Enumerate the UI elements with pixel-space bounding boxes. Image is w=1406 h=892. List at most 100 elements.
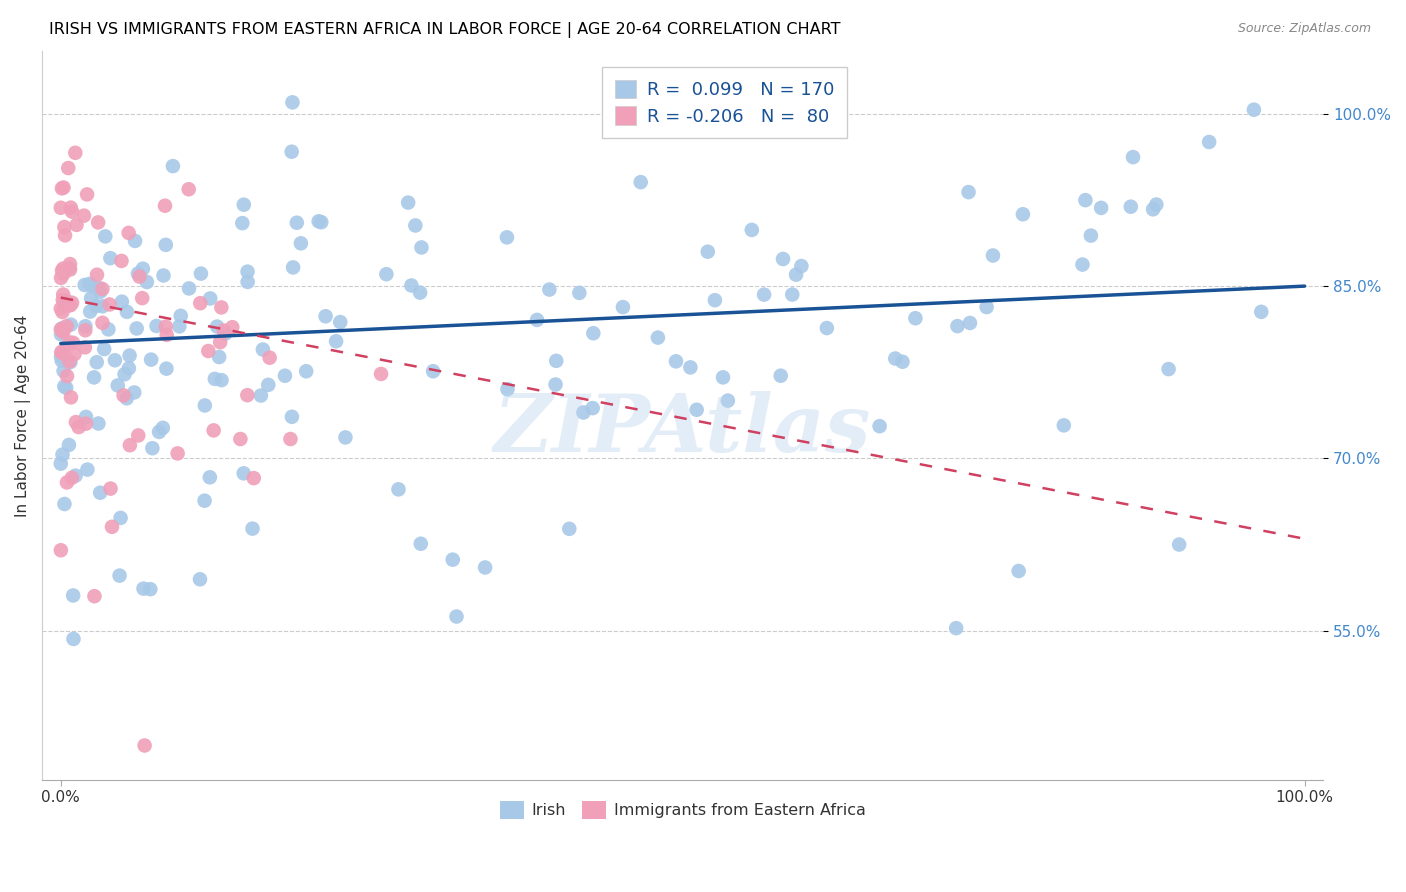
Point xyxy=(884,351,907,366)
Point xyxy=(538,283,561,297)
Point xyxy=(250,388,273,402)
Point xyxy=(703,293,725,308)
Point xyxy=(232,467,254,481)
Point xyxy=(568,285,591,300)
Point xyxy=(56,369,79,384)
Point xyxy=(60,471,83,485)
Point xyxy=(496,230,519,244)
Point xyxy=(236,388,259,402)
Point xyxy=(188,296,211,310)
Point xyxy=(370,367,392,381)
Point xyxy=(401,278,423,293)
Point xyxy=(229,432,252,446)
Point xyxy=(59,298,82,312)
Point xyxy=(139,582,162,597)
Point xyxy=(474,560,496,574)
Point xyxy=(89,281,111,295)
Point xyxy=(97,322,120,336)
Point xyxy=(441,552,464,566)
Point xyxy=(62,632,84,646)
Point xyxy=(209,335,232,350)
Point xyxy=(67,420,90,434)
Point xyxy=(188,572,211,586)
Point xyxy=(148,425,170,439)
Point xyxy=(752,287,775,301)
Point xyxy=(53,297,76,311)
Point xyxy=(51,321,73,335)
Point xyxy=(59,201,82,215)
Point xyxy=(91,299,114,313)
Point xyxy=(127,267,149,281)
Point xyxy=(62,335,84,350)
Point xyxy=(329,315,352,329)
Point xyxy=(1090,201,1112,215)
Point xyxy=(1007,564,1029,578)
Point xyxy=(790,259,813,273)
Point xyxy=(308,214,330,228)
Point xyxy=(231,216,253,230)
Point xyxy=(815,321,838,335)
Point xyxy=(86,268,108,282)
Text: IRISH VS IMMIGRANTS FROM EASTERN AFRICA IN LABOR FORCE | AGE 20-64 CORRELATION C: IRISH VS IMMIGRANTS FROM EASTERN AFRICA … xyxy=(49,22,841,38)
Point xyxy=(1119,200,1142,214)
Point xyxy=(89,485,111,500)
Point xyxy=(94,229,117,244)
Point xyxy=(91,316,114,330)
Point xyxy=(98,297,121,311)
Point xyxy=(83,370,105,384)
Point xyxy=(194,399,217,413)
Point xyxy=(124,385,146,400)
Point xyxy=(1053,418,1076,433)
Point xyxy=(65,218,87,232)
Point xyxy=(544,377,567,392)
Point xyxy=(1142,202,1164,217)
Point xyxy=(84,299,107,313)
Point xyxy=(769,368,792,383)
Point xyxy=(209,301,232,315)
Point xyxy=(53,379,76,393)
Point xyxy=(49,201,72,215)
Point xyxy=(780,287,803,301)
Point xyxy=(214,326,236,341)
Point xyxy=(118,438,141,452)
Point xyxy=(55,319,77,334)
Point xyxy=(49,543,72,558)
Point xyxy=(236,275,259,289)
Point xyxy=(232,197,254,211)
Point xyxy=(59,318,82,332)
Point xyxy=(204,372,226,386)
Point xyxy=(79,304,101,318)
Text: ZIPAtlas: ZIPAtlas xyxy=(494,392,872,468)
Point xyxy=(110,511,132,525)
Point xyxy=(1157,362,1180,376)
Point xyxy=(59,262,82,277)
Point xyxy=(155,237,177,252)
Point xyxy=(290,236,312,251)
Point xyxy=(52,364,75,378)
Point xyxy=(87,417,110,431)
Point xyxy=(582,326,605,341)
Point xyxy=(51,181,73,195)
Point xyxy=(711,370,734,384)
Point xyxy=(208,350,231,364)
Point xyxy=(100,251,122,265)
Point xyxy=(51,305,73,319)
Point xyxy=(526,313,548,327)
Point xyxy=(311,215,333,229)
Point xyxy=(221,320,243,334)
Point xyxy=(58,161,80,175)
Point xyxy=(1074,193,1097,207)
Point xyxy=(411,240,433,254)
Point xyxy=(1144,197,1167,211)
Point xyxy=(496,382,519,396)
Point xyxy=(155,361,177,376)
Point xyxy=(79,277,101,291)
Point xyxy=(52,293,75,307)
Point xyxy=(51,448,73,462)
Point xyxy=(110,254,132,268)
Point xyxy=(1012,207,1035,221)
Point xyxy=(107,378,129,392)
Point xyxy=(946,319,969,334)
Point xyxy=(56,475,79,490)
Point xyxy=(194,493,217,508)
